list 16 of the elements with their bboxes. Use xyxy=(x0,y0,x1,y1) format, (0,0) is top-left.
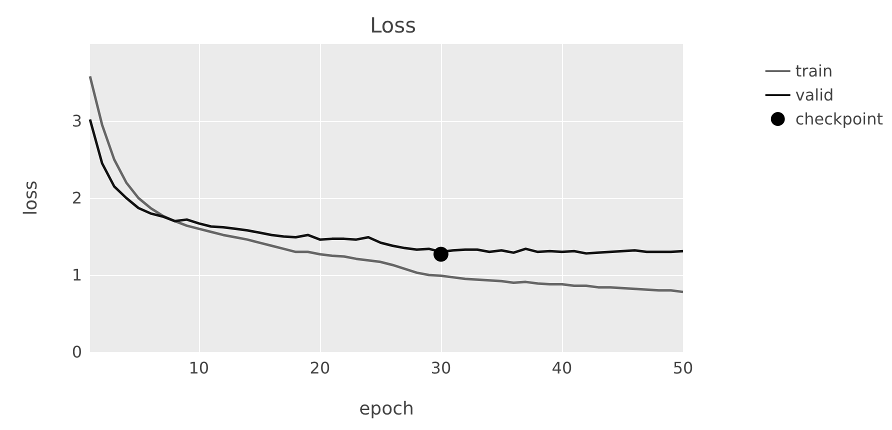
legend-label: checkpoint xyxy=(795,110,884,128)
x-tick-label: 10 xyxy=(188,358,210,378)
x-tick-label: 20 xyxy=(310,358,330,378)
x-tick-label: 40 xyxy=(552,358,572,378)
y-tick-label: 0 xyxy=(72,342,82,362)
y-tick-label: 3 xyxy=(72,112,82,130)
y-tick-label: 2 xyxy=(72,188,82,208)
y-axis-title: loss xyxy=(20,180,42,216)
x-tick-label: 50 xyxy=(672,358,694,378)
y-tick-label: 1 xyxy=(72,266,82,284)
legend-label: valid xyxy=(795,86,834,104)
chart-title: Loss xyxy=(370,14,416,38)
x-tick-label: 30 xyxy=(430,358,452,378)
x-axis-title: epoch xyxy=(359,398,414,420)
legend-label: train xyxy=(795,62,833,80)
line-series xyxy=(88,75,684,294)
